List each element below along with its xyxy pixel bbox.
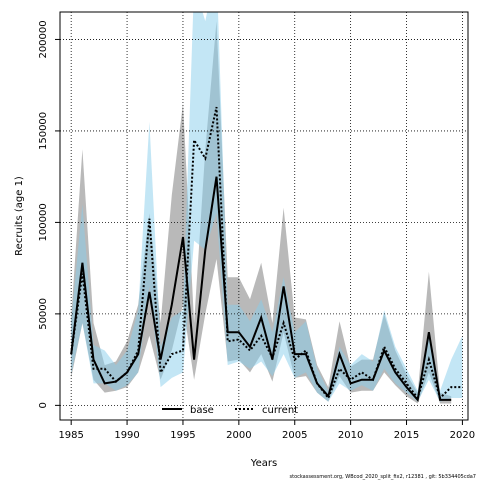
x-tick-label-1985: 1985 (58, 430, 83, 441)
x-axis: 1985 1990 1995 2000 2005 2010 2015 2020 (58, 420, 475, 441)
legend: base current (162, 405, 298, 416)
line-base (70, 176, 452, 403)
line-current (70, 106, 463, 401)
x-axis-label: Years (250, 458, 277, 469)
confidence-bands (71, 12, 463, 404)
x-tick-label-2015: 2015 (394, 430, 419, 441)
band-base (71, 21, 452, 404)
x-tick-label-1995: 1995 (170, 430, 195, 441)
x-tick-label-2000: 2000 (226, 430, 251, 441)
x-tick-label-2010: 2010 (338, 430, 363, 441)
y-tick-label-200000: 200000 (38, 20, 49, 58)
x-tick-label-1990: 1990 (114, 430, 139, 441)
footnote: stockassessment.org, WBcod_2020_split_fi… (290, 474, 477, 480)
y-tick-label-100000: 100000 (38, 203, 49, 241)
x-tick-label-2005: 2005 (282, 430, 307, 441)
series-lines (70, 106, 463, 403)
legend-base-label: base (190, 405, 214, 416)
legend-current-label: current (262, 405, 298, 416)
y-tick-label-0: 0 (38, 402, 49, 408)
y-axis: 0 50000 100000 150000 200000 (38, 20, 60, 409)
plot-frame (59, 11, 469, 421)
x-tick-label-2020: 2020 (450, 430, 475, 441)
y-tick-label-50000: 50000 (38, 298, 49, 330)
y-tick-label-150000: 150000 (38, 112, 49, 150)
y-axis-label: Recruits (age 1) (14, 176, 25, 256)
